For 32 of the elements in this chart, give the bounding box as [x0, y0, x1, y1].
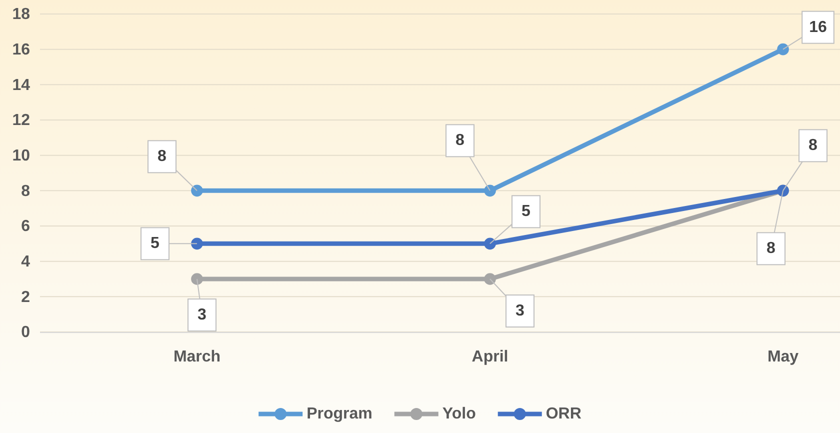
data-label: 5 [150, 235, 160, 252]
point [191, 238, 203, 250]
point [484, 273, 496, 285]
y-tick-label: 0 [21, 324, 30, 342]
data-label: 3 [516, 302, 525, 320]
point [777, 43, 789, 56]
y-tick-label: 6 [21, 218, 30, 236]
data-label: 8 [456, 132, 465, 150]
data-label: 3 [198, 306, 207, 324]
point [484, 184, 496, 197]
x-tick-label: April [472, 348, 508, 366]
data-label: 8 [158, 148, 167, 166]
y-tick-label: 12 [12, 112, 30, 130]
legend-label: Yolo [442, 406, 476, 422]
legend-label: Program [306, 406, 372, 422]
y-tick-label: 2 [21, 288, 30, 306]
x-tick-label: May [767, 348, 799, 366]
point [191, 184, 203, 197]
data-label: 8 [808, 137, 818, 154]
y-tick-label: 4 [21, 253, 30, 270]
data-label: 5 [522, 203, 531, 220]
y-tick-label: 18 [12, 6, 30, 24]
legend-label: ORR [546, 406, 582, 422]
y-tick-label: 10 [12, 147, 30, 164]
point [191, 273, 203, 285]
y-tick-label: 16 [12, 41, 30, 58]
point [484, 238, 496, 250]
data-label: 8 [766, 240, 776, 258]
y-tick-label: 8 [21, 182, 30, 200]
x-tick-label: March [173, 348, 221, 366]
y-tick-label: 14 [12, 76, 30, 94]
data-label: 16 [809, 18, 827, 36]
